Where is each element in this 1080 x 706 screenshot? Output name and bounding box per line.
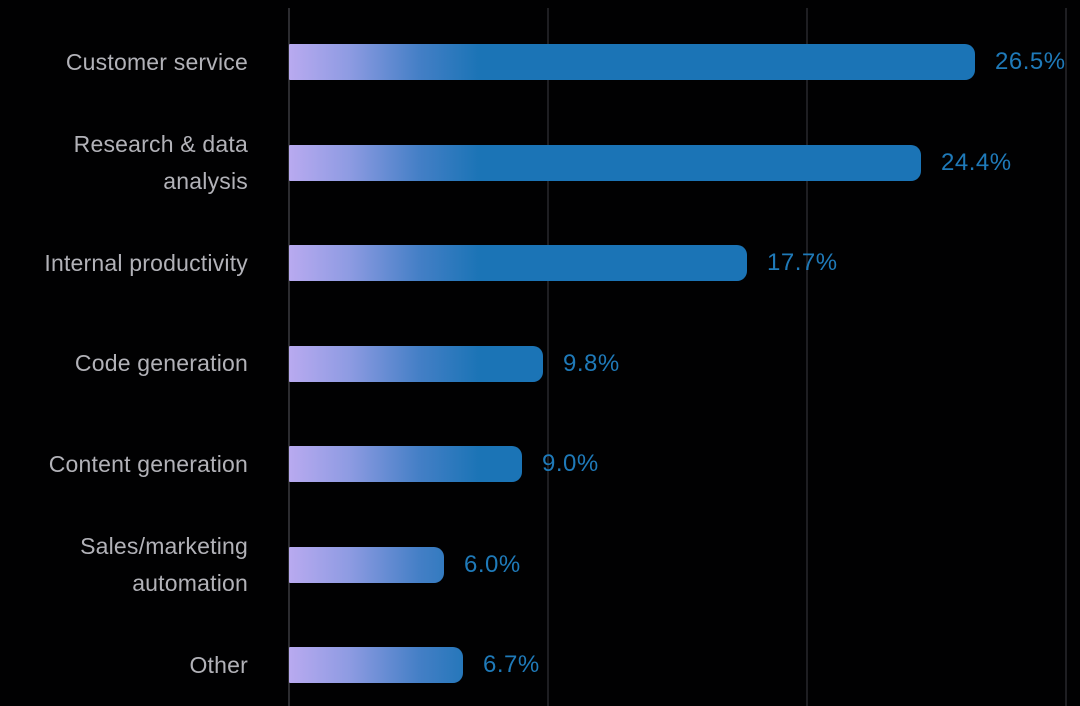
bar-track: [289, 546, 444, 583]
bar: [289, 647, 463, 683]
category-label: Sales/marketing automation: [80, 532, 248, 596]
value-label: 17.7%: [767, 249, 838, 276]
bar-track: [289, 245, 747, 281]
category-label: Other: [189, 651, 248, 678]
category-label: Code generation: [74, 350, 248, 376]
bar-track: [289, 144, 921, 181]
bar-track: [289, 44, 975, 80]
bar-row: Sales/marketing automation 6.0%: [0, 533, 521, 596]
value-label: 6.0%: [464, 550, 521, 578]
bar-row: Other 6.7%: [0, 647, 540, 683]
bar: [289, 446, 522, 482]
category-label: Content generation: [48, 450, 248, 477]
value-label: 26.5%: [995, 48, 1066, 75]
bar: [289, 546, 444, 583]
bar-row: Content generation 9.0%: [0, 446, 599, 482]
value-label: 6.7%: [483, 651, 540, 678]
x-gridline: [806, 8, 808, 706]
bar-track: [289, 446, 522, 482]
bar-track: [289, 647, 463, 683]
category-label: Customer service: [65, 48, 248, 75]
bar: [289, 144, 921, 181]
value-label: 9.0%: [542, 450, 599, 477]
bar-row: Code generation 9.8%: [0, 345, 620, 382]
bar: [289, 44, 975, 80]
category-label: Internal productivity: [44, 249, 248, 276]
bar-track: [289, 345, 543, 382]
x-gridline: [1065, 8, 1067, 706]
value-label: 24.4%: [941, 148, 1012, 176]
bar-row: Research & data analysis 24.4%: [0, 131, 1012, 194]
bar-row: Internal productivity 17.7%: [0, 245, 838, 281]
x-gridline: [547, 8, 549, 706]
category-label: Research & data analysis: [73, 130, 248, 194]
bar: [289, 345, 543, 382]
bar-row: Customer service 26.5%: [0, 44, 1066, 80]
value-label: 9.8%: [563, 349, 620, 377]
bar: [289, 245, 747, 281]
